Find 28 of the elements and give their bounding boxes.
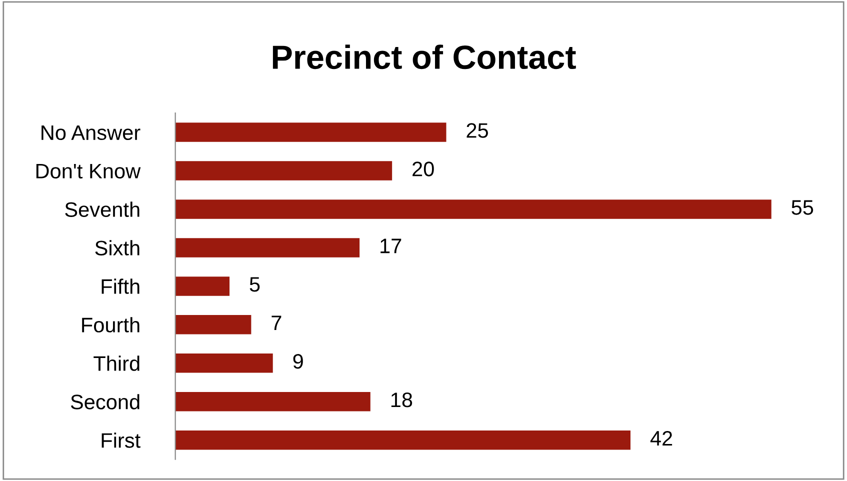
bar: [175, 315, 252, 334]
y-tick-label: Second: [70, 394, 140, 410]
y-tick-label: No Answer: [42, 125, 140, 140]
chart-title: Precinct of Contact: [272, 44, 576, 70]
bar: [175, 392, 370, 412]
data-label: 7: [272, 316, 282, 330]
bar: [175, 276, 230, 296]
y-tick-label: Don't Know: [36, 164, 141, 179]
bar: [175, 354, 273, 373]
data-label: 20: [412, 162, 434, 176]
bar: [175, 122, 446, 142]
y-tick-label: Fifth: [102, 278, 140, 294]
data-label: 25: [466, 123, 488, 138]
bar: [175, 161, 392, 180]
data-label: 18: [391, 392, 412, 408]
data-label: 9: [293, 354, 303, 369]
y-tick-label: Seventh: [65, 202, 140, 217]
y-tick-label: Third: [94, 356, 140, 371]
data-label: 17: [380, 238, 402, 254]
y-tick-label: First: [102, 432, 140, 448]
y-tick-label: Fourth: [82, 317, 140, 332]
y-tick-label: Sixth: [95, 240, 140, 256]
data-label: 42: [650, 430, 672, 446]
data-label: 5: [250, 277, 260, 292]
bar: [175, 430, 630, 450]
data-label: 55: [792, 200, 814, 215]
bar: [175, 238, 360, 258]
bar: [175, 200, 772, 219]
